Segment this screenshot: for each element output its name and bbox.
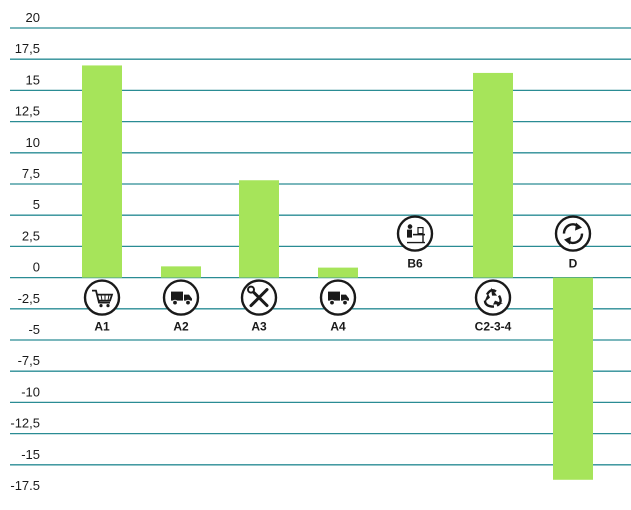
y-tick-label: 10	[26, 135, 40, 150]
y-tick-label: 2,5	[22, 228, 40, 243]
recycle-icon	[474, 279, 512, 316]
y-tick-label: 7,5	[22, 166, 40, 181]
bar-d	[553, 277, 593, 480]
y-tick-label: -2,5	[18, 291, 40, 306]
bar-a2	[161, 266, 201, 278]
office-worker-icon	[396, 215, 434, 252]
wrench-screwdriver-icon	[240, 279, 278, 316]
category-label-b6: B6	[407, 257, 423, 271]
category-label-d: D	[569, 257, 578, 271]
y-tick-label: -17.5	[10, 478, 40, 493]
cycle-icon	[554, 215, 592, 252]
y-tick-label: 15	[26, 72, 40, 87]
y-tick-label: 20	[26, 10, 40, 25]
y-axis-tick-labels: 20 17,5 15 12,5 10 7,5 5 2,5 0 -2,5 -5 -7,5 -10 -12,5…	[10, 10, 40, 493]
y-tick-label: 5	[33, 197, 40, 212]
bar-a3	[239, 180, 279, 278]
category-label-a1: A1	[94, 320, 110, 334]
category-label-a3: A3	[251, 320, 267, 334]
bar-c2-3-4	[473, 72, 513, 278]
shopping-cart-icon	[83, 279, 121, 316]
y-tick-label: -10	[21, 384, 40, 399]
y-tick-label: -7,5	[18, 353, 40, 368]
category-label-a2: A2	[173, 320, 189, 334]
category-labels: A1 A2 A3 A4 B6 C2-3-4 D	[83, 215, 592, 334]
y-tick-label: -5	[28, 322, 40, 337]
y-tick-label: 0	[33, 260, 40, 275]
bar-a4	[318, 267, 358, 278]
bar-a1	[82, 65, 122, 278]
category-label-c2-3-4: C2-3-4	[475, 320, 512, 334]
category-label-a4: A4	[330, 320, 346, 334]
y-tick-label: -15	[21, 447, 40, 462]
truck-icon	[319, 279, 357, 316]
bars	[82, 65, 593, 480]
y-tick-label: 12,5	[15, 104, 40, 119]
y-tick-label: 17,5	[15, 41, 40, 56]
truck-icon	[162, 279, 200, 316]
y-tick-label: -12,5	[10, 416, 40, 431]
